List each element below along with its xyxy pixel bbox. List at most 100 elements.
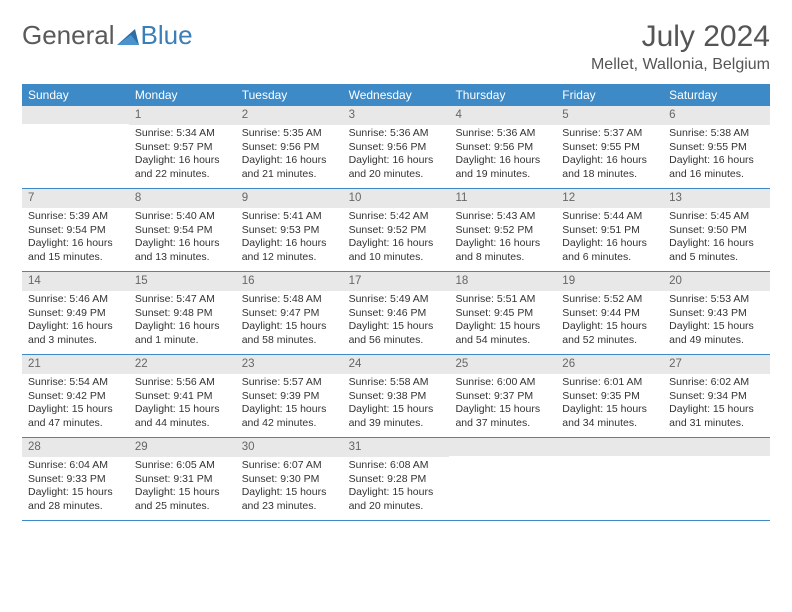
day-daylight1: Daylight: 16 hours	[28, 320, 123, 334]
day-daylight2: and 13 minutes.	[135, 251, 230, 265]
header-row: General Blue July 2024 Mellet, Wallonia,…	[22, 20, 770, 74]
day-daylight2: and 31 minutes.	[669, 417, 764, 431]
day-daylight2: and 42 minutes.	[242, 417, 337, 431]
day-number: 27	[663, 355, 770, 374]
day-number: 16	[236, 272, 343, 291]
day-body: Sunrise: 5:39 AMSunset: 9:54 PMDaylight:…	[22, 210, 129, 265]
day-sunset: Sunset: 9:52 PM	[455, 224, 550, 238]
calendar-cell: 27 Sunrise: 6:02 AMSunset: 9:34 PMDayligh…	[663, 355, 770, 437]
calendar-cell: 28Sunrise: 6:04 AMSunset: 9:33 PMDayligh…	[22, 438, 129, 520]
day-daylight1: Daylight: 16 hours	[242, 154, 337, 168]
weekday-mon: Monday	[129, 84, 236, 106]
day-daylight1: Daylight: 16 hours	[242, 237, 337, 251]
day-daylight1: Daylight: 15 hours	[242, 403, 337, 417]
day-daylight1: Daylight: 15 hours	[669, 403, 764, 417]
day-body: Sunrise: 5:35 AMSunset: 9:56 PMDaylight:…	[236, 127, 343, 182]
day-sunrise: Sunrise: 5:38 AM	[669, 127, 764, 141]
calendar-cell: 30Sunrise: 6:07 AMSunset: 9:30 PMDayligh…	[236, 438, 343, 520]
day-daylight1: Daylight: 16 hours	[455, 237, 550, 251]
weekday-tue: Tuesday	[236, 84, 343, 106]
day-daylight1: Daylight: 15 hours	[455, 320, 550, 334]
day-body: Sunrise: 5:57 AMSunset: 9:39 PMDaylight:…	[236, 376, 343, 431]
day-daylight1: Daylight: 15 hours	[669, 320, 764, 334]
calendar-cell	[449, 438, 556, 520]
calendar-week: 7Sunrise: 5:39 AMSunset: 9:54 PMDaylight…	[22, 189, 770, 272]
day-number: 9	[236, 189, 343, 208]
day-number: 23	[236, 355, 343, 374]
day-daylight2: and 20 minutes.	[349, 500, 444, 514]
day-number: 3	[343, 106, 450, 125]
month-title: July 2024	[591, 20, 770, 54]
day-daylight1: Daylight: 16 hours	[455, 154, 550, 168]
calendar-cell: 3Sunrise: 5:36 AMSunset: 9:56 PMDaylight…	[343, 106, 450, 188]
day-sunset: Sunset: 9:42 PM	[28, 390, 123, 404]
day-body: Sunrise: 6:02 AMSunset: 9:34 PMDaylight:…	[663, 376, 770, 431]
day-daylight1: Daylight: 15 hours	[135, 486, 230, 500]
calendar-cell: 2 Sunrise: 5:35 AMSunset: 9:56 PMDaylight…	[236, 106, 343, 188]
day-sunrise: Sunrise: 5:56 AM	[135, 376, 230, 390]
calendar-week: 14Sunrise: 5:46 AMSunset: 9:49 PMDayligh…	[22, 272, 770, 355]
day-sunrise: Sunrise: 5:46 AM	[28, 293, 123, 307]
day-daylight2: and 58 minutes.	[242, 334, 337, 348]
day-number: 20	[663, 272, 770, 291]
day-sunset: Sunset: 9:35 PM	[562, 390, 657, 404]
day-sunrise: Sunrise: 5:52 AM	[562, 293, 657, 307]
weekday-fri: Friday	[556, 84, 663, 106]
day-daylight1: Daylight: 15 hours	[562, 320, 657, 334]
calendar-cell: 4Sunrise: 5:36 AMSunset: 9:56 PMDaylight…	[449, 106, 556, 188]
calendar-cell: 9Sunrise: 5:41 AMSunset: 9:53 PMDaylight…	[236, 189, 343, 271]
day-daylight2: and 44 minutes.	[135, 417, 230, 431]
day-daylight2: and 15 minutes.	[28, 251, 123, 265]
day-daylight1: Daylight: 15 hours	[349, 486, 444, 500]
day-body: Sunrise: 5:45 AMSunset: 9:50 PMDaylight:…	[663, 210, 770, 265]
day-sunrise: Sunrise: 5:41 AM	[242, 210, 337, 224]
day-body: Sunrise: 6:01 AMSunset: 9:35 PMDaylight:…	[556, 376, 663, 431]
day-number: 25	[449, 355, 556, 374]
day-number: 30	[236, 438, 343, 457]
day-body: Sunrise: 5:48 AMSunset: 9:47 PMDaylight:…	[236, 293, 343, 348]
calendar-cell: 21Sunrise: 5:54 AMSunset: 9:42 PMDayligh…	[22, 355, 129, 437]
day-daylight2: and 1 minute.	[135, 334, 230, 348]
day-sunset: Sunset: 9:57 PM	[135, 141, 230, 155]
day-number: 31	[343, 438, 450, 457]
calendar-cell: 25 Sunrise: 6:00 AMSunset: 9:37 PMDayligh…	[449, 355, 556, 437]
day-sunset: Sunset: 9:44 PM	[562, 307, 657, 321]
day-number: 29	[129, 438, 236, 457]
day-daylight1: Daylight: 16 hours	[562, 237, 657, 251]
day-body: Sunrise: 6:00 AMSunset: 9:37 PMDaylight:…	[449, 376, 556, 431]
day-daylight2: and 19 minutes.	[455, 168, 550, 182]
day-number: 11	[449, 189, 556, 208]
day-daylight2: and 20 minutes.	[349, 168, 444, 182]
day-sunset: Sunset: 9:33 PM	[28, 473, 123, 487]
day-body: Sunrise: 5:47 AMSunset: 9:48 PMDaylight:…	[129, 293, 236, 348]
day-number: 13	[663, 189, 770, 208]
calendar-week: 1Sunrise: 5:34 AMSunset: 9:57 PMDaylight…	[22, 106, 770, 189]
calendar-cell: 16 Sunrise: 5:48 AMSunset: 9:47 PMDayligh…	[236, 272, 343, 354]
day-body: Sunrise: 5:53 AMSunset: 9:43 PMDaylight:…	[663, 293, 770, 348]
calendar-week: 28Sunrise: 6:04 AMSunset: 9:33 PMDayligh…	[22, 438, 770, 521]
day-daylight2: and 22 minutes.	[135, 168, 230, 182]
calendar-cell: 11Sunrise: 5:43 AMSunset: 9:52 PMDayligh…	[449, 189, 556, 271]
day-number	[556, 438, 663, 456]
day-body: Sunrise: 5:44 AMSunset: 9:51 PMDaylight:…	[556, 210, 663, 265]
day-number: 14	[22, 272, 129, 291]
logo-text-2: Blue	[141, 20, 193, 51]
day-daylight2: and 28 minutes.	[28, 500, 123, 514]
day-daylight2: and 39 minutes.	[349, 417, 444, 431]
day-sunrise: Sunrise: 5:47 AM	[135, 293, 230, 307]
day-daylight2: and 12 minutes.	[242, 251, 337, 265]
day-daylight1: Daylight: 15 hours	[28, 486, 123, 500]
day-daylight2: and 25 minutes.	[135, 500, 230, 514]
calendar-cell: 17Sunrise: 5:49 AMSunset: 9:46 PMDayligh…	[343, 272, 450, 354]
logo-triangle-icon	[117, 27, 139, 45]
day-number: 26	[556, 355, 663, 374]
day-sunset: Sunset: 9:56 PM	[349, 141, 444, 155]
day-body: Sunrise: 5:49 AMSunset: 9:46 PMDaylight:…	[343, 293, 450, 348]
day-sunrise: Sunrise: 5:54 AM	[28, 376, 123, 390]
day-number: 5	[556, 106, 663, 125]
day-sunset: Sunset: 9:45 PM	[455, 307, 550, 321]
day-sunrise: Sunrise: 5:48 AM	[242, 293, 337, 307]
day-number: 2	[236, 106, 343, 125]
day-sunset: Sunset: 9:37 PM	[455, 390, 550, 404]
day-sunrise: Sunrise: 6:08 AM	[349, 459, 444, 473]
